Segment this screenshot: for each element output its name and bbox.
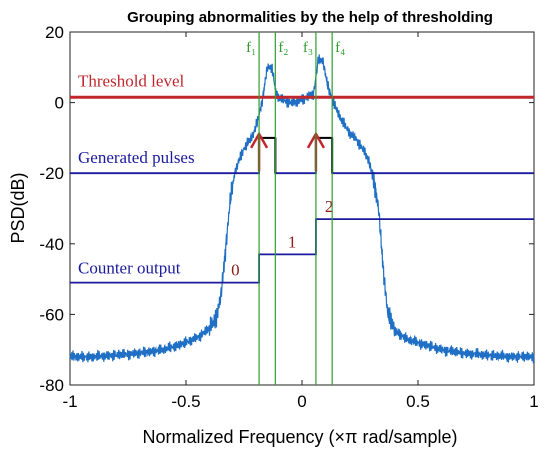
y-tick-label: -20 <box>39 164 64 183</box>
x-tick-label: 0.5 <box>406 392 430 411</box>
x-tick-label: -1 <box>62 392 77 411</box>
y-tick-label: 0 <box>55 94 64 113</box>
counter-value-label: 1 <box>288 232 297 251</box>
x-tick-label: 1 <box>529 392 538 411</box>
threshold-label: Threshold level <box>78 71 184 90</box>
x-axis-label: Normalized Frequency (×π rad/sample) <box>142 427 457 447</box>
counter-output-label: Counter output <box>78 259 181 278</box>
y-tick-label: 20 <box>45 23 64 42</box>
y-tick-label: -60 <box>39 305 64 324</box>
frequency-marker-label: f₂ <box>278 40 288 56</box>
y-tick-label: -80 <box>39 376 64 395</box>
frequency-marker-label: f₄ <box>335 40 345 56</box>
frequency-marker-label: f₃ <box>303 40 313 56</box>
counter-value-label: 2 <box>325 197 334 216</box>
x-tick-label: -0.5 <box>171 392 200 411</box>
counter-output-line <box>70 218 534 284</box>
frequency-marker-label: f₁ <box>246 40 256 56</box>
x-tick-label: 0 <box>297 392 306 411</box>
y-tick-label: -40 <box>39 235 64 254</box>
psd-series-line <box>69 54 535 364</box>
generated-pulses-label: Generated pulses <box>78 148 195 167</box>
chart-title: Grouping abnormalities by the help of th… <box>127 9 493 26</box>
counter-value-label: 0 <box>231 261 240 280</box>
y-axis-label: PSD(dB) <box>8 172 28 243</box>
